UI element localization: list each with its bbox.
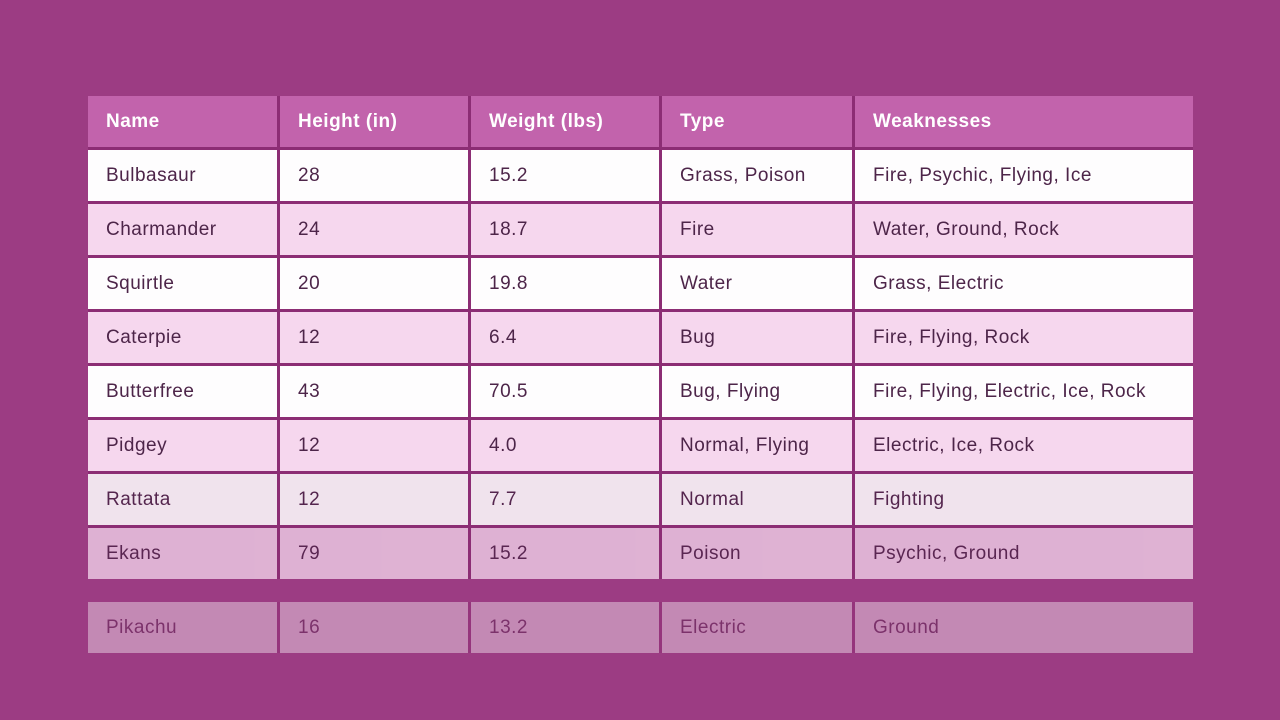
- cell-weight: 15.2: [471, 150, 659, 201]
- cell-type: Bug, Flying: [662, 366, 852, 417]
- cell-name: Charmander: [88, 204, 277, 255]
- cell-weight: 13.2: [471, 602, 659, 653]
- column-header-height: Height (in): [280, 96, 468, 147]
- cell-name: Caterpie: [88, 312, 277, 363]
- cell-weight: 7.7: [471, 474, 659, 525]
- cell-weaknesses: Grass, Electric: [855, 258, 1193, 309]
- cell-type: Electric: [662, 602, 852, 653]
- cell-type: Poison: [662, 528, 852, 579]
- cell-weight: 19.8: [471, 258, 659, 309]
- pokemon-table: Name Height (in) Weight (lbs) Type Weakn…: [88, 96, 1193, 653]
- cell-height: 12: [280, 312, 468, 363]
- column-header-type: Type: [662, 96, 852, 147]
- cell-height: 12: [280, 420, 468, 471]
- cell-name: Pikachu: [88, 602, 277, 653]
- cell-weaknesses: Fire, Psychic, Flying, Ice: [855, 150, 1193, 201]
- table-row-pikachu: Pikachu 16 13.2 Electric Ground: [88, 602, 1193, 653]
- cell-type: Grass, Poison: [662, 150, 852, 201]
- cell-weaknesses: Fire, Flying, Rock: [855, 312, 1193, 363]
- cell-weight: 6.4: [471, 312, 659, 363]
- cell-weaknesses: Fighting: [855, 474, 1193, 525]
- cell-height: 28: [280, 150, 468, 201]
- cell-weight: 70.5: [471, 366, 659, 417]
- cell-weaknesses: Electric, Ice, Rock: [855, 420, 1193, 471]
- column-header-name: Name: [88, 96, 277, 147]
- cell-name: Squirtle: [88, 258, 277, 309]
- cell-height: 79: [280, 528, 468, 579]
- column-header-weight: Weight (lbs): [471, 96, 659, 147]
- cell-type: Normal: [662, 474, 852, 525]
- cell-weight: 4.0: [471, 420, 659, 471]
- cell-type: Bug: [662, 312, 852, 363]
- cell-type: Fire: [662, 204, 852, 255]
- cell-name: Ekans: [88, 528, 277, 579]
- cell-name: Bulbasaur: [88, 150, 277, 201]
- cell-height: 24: [280, 204, 468, 255]
- table-main: Name Height (in) Weight (lbs) Type Weakn…: [88, 96, 1193, 579]
- cell-height: 12: [280, 474, 468, 525]
- cell-height: 20: [280, 258, 468, 309]
- cell-weaknesses: Psychic, Ground: [855, 528, 1193, 579]
- cell-height: 43: [280, 366, 468, 417]
- cell-weight: 18.7: [471, 204, 659, 255]
- cell-name: Pidgey: [88, 420, 277, 471]
- cell-weaknesses: Ground: [855, 602, 1193, 653]
- cell-weaknesses: Fire, Flying, Electric, Ice, Rock: [855, 366, 1193, 417]
- cell-weight: 15.2: [471, 528, 659, 579]
- cell-height: 16: [280, 602, 468, 653]
- cell-type: Water: [662, 258, 852, 309]
- column-header-weaknesses: Weaknesses: [855, 96, 1193, 147]
- cell-name: Rattata: [88, 474, 277, 525]
- cell-type: Normal, Flying: [662, 420, 852, 471]
- cell-weaknesses: Water, Ground, Rock: [855, 204, 1193, 255]
- cell-name: Butterfree: [88, 366, 277, 417]
